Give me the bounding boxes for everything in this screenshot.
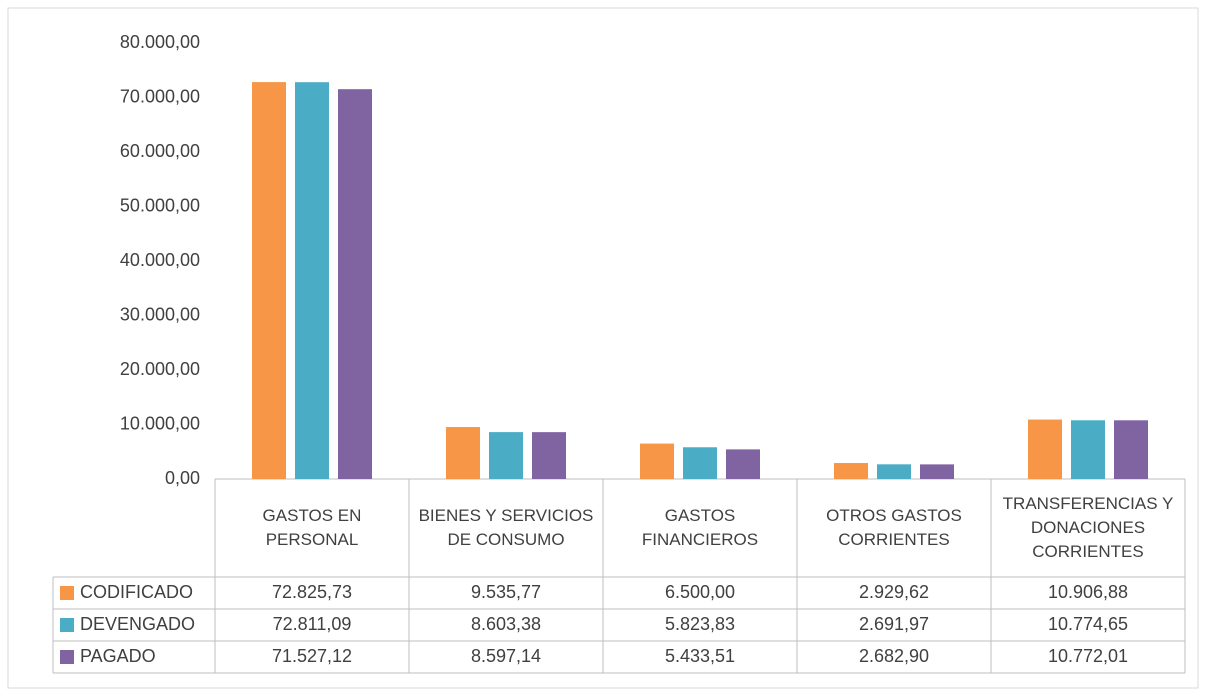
bar <box>877 464 911 479</box>
table-value: 5.433,51 <box>665 646 735 666</box>
bar <box>338 89 372 480</box>
table-value: 5.823,83 <box>665 614 735 634</box>
y-tick-label: 0,00 <box>165 468 200 488</box>
bar <box>1114 420 1148 479</box>
x-category-cell: BIENES Y SERVICIOS DE CONSUMO <box>418 506 594 549</box>
bar <box>532 432 566 479</box>
bar <box>446 427 480 479</box>
table-value: 72.811,09 <box>273 614 352 634</box>
table-value: 2.691,97 <box>859 614 929 634</box>
x-category-cell: GASTOS EN PERSONAL <box>262 506 362 549</box>
y-tick-label: 10.000,00 <box>120 413 200 433</box>
bar <box>295 82 329 479</box>
bar <box>920 464 954 479</box>
bar <box>489 432 523 479</box>
bar <box>640 443 674 479</box>
x-tick-label: TRANSFERENCIAS Y DONACIONES CORRIENTES <box>1002 494 1174 561</box>
x-category-cell: OTROS GASTOS CORRIENTES <box>826 506 962 549</box>
table-value: 2.929,62 <box>859 582 929 602</box>
legend-swatch <box>60 618 74 632</box>
data-table-grid <box>52 478 1186 674</box>
y-tick-label: 60.000,00 <box>120 141 200 161</box>
bar <box>726 449 760 479</box>
table-value: 10.774,65 <box>1048 614 1128 634</box>
y-tick-label: 80.000,00 <box>120 32 200 52</box>
table-value: 6.500,00 <box>665 582 735 602</box>
table-value: 71.527,12 <box>272 646 352 666</box>
y-tick-label: 40.000,00 <box>120 250 200 270</box>
y-tick-label: 50.000,00 <box>120 195 200 215</box>
bar <box>1028 419 1062 479</box>
x-category-cell: GASTOS FINANCIEROS <box>641 506 759 549</box>
table-value: 10.906,88 <box>1048 582 1128 602</box>
table-value: 8.597,14 <box>471 646 541 666</box>
table-value: 72.825,73 <box>272 582 352 602</box>
legend-swatch <box>60 650 74 664</box>
table-value: 10.772,01 <box>1048 646 1128 666</box>
x-tick-label: BIENES Y SERVICIOS DE CONSUMO <box>418 506 594 549</box>
table-value: 2.682,90 <box>859 646 929 666</box>
y-tick-label: 20.000,00 <box>120 359 200 379</box>
bar <box>252 82 286 480</box>
bar <box>683 447 717 479</box>
y-tick-label: 30.000,00 <box>120 304 200 324</box>
x-tick-label: GASTOS FINANCIEROS <box>641 506 759 549</box>
bar <box>1071 420 1105 479</box>
legend-label: PAGADO <box>80 646 156 666</box>
legend-label: CODIFICADO <box>80 582 193 602</box>
legend-label: DEVENGADO <box>80 614 195 634</box>
x-tick-label: GASTOS EN PERSONAL <box>262 506 362 549</box>
legend-swatch <box>60 586 74 600</box>
bar <box>834 463 868 479</box>
table-value: 9.535,77 <box>471 582 541 602</box>
x-category-cell: TRANSFERENCIAS Y DONACIONES CORRIENTES <box>1002 494 1174 561</box>
table-value: 8.603,38 <box>471 614 541 634</box>
y-tick-label: 70.000,00 <box>120 86 200 106</box>
x-tick-label: OTROS GASTOS CORRIENTES <box>826 506 962 549</box>
